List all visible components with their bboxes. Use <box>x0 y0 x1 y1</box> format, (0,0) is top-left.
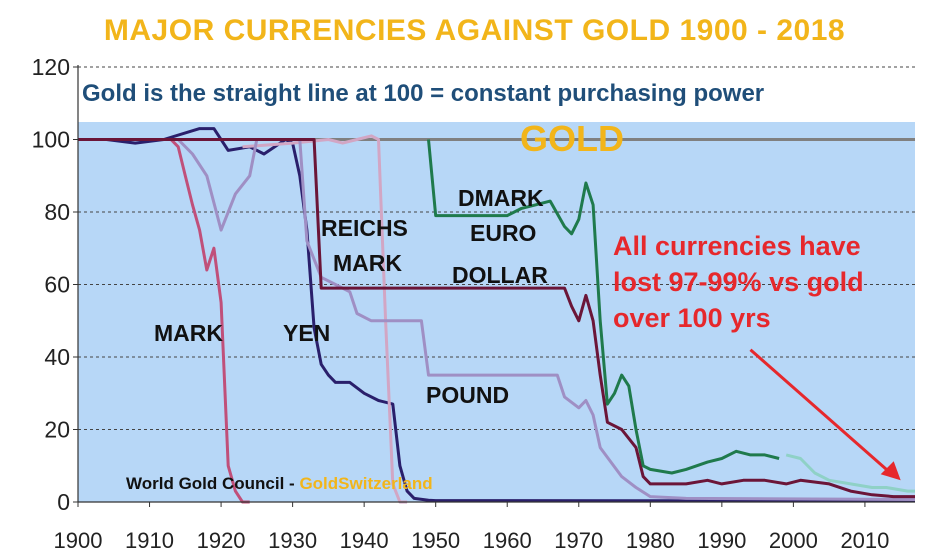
x-tick-label: 1920 <box>197 528 246 553</box>
y-tick-label: 40 <box>44 344 70 370</box>
series-line-reichs-mark <box>242 134 408 504</box>
axes <box>73 65 915 507</box>
x-tick-label: 2010 <box>840 528 889 553</box>
series-line-pound <box>78 138 916 501</box>
gold-label: GOLD <box>520 118 624 159</box>
euro-label: EURO <box>470 220 537 246</box>
chart-title: MAJOR CURRENCIES AGAINST GOLD 1900 - 201… <box>103 14 846 47</box>
annotation-text: All currencies have lost 97-99% vs gold … <box>613 228 864 337</box>
arrow-shaft <box>749 348 888 471</box>
y-tick-label: 20 <box>44 417 70 443</box>
y-tick-label: 80 <box>44 199 70 225</box>
x-tick-label: 1940 <box>340 528 389 553</box>
plot-background <box>78 122 915 502</box>
reichs-label: REICHS <box>321 215 408 241</box>
reichs-mark-label: MARK <box>333 250 402 276</box>
y-tick-label: 60 <box>44 272 70 298</box>
source-credit: World Gold Council - GoldSwitzerland <box>126 474 433 494</box>
x-tick-label: 1900 <box>54 528 103 553</box>
chart-subtitle: Gold is the straight line at 100 = const… <box>82 80 765 107</box>
series-lines <box>78 127 916 504</box>
series-line-yen <box>78 127 916 503</box>
dmark-label: DMARK <box>458 185 544 211</box>
annotation-arrow <box>749 348 901 481</box>
y-tick-label: 100 <box>32 127 70 153</box>
yen-label: YEN <box>283 320 331 346</box>
source-brand: GoldSwitzerland <box>299 474 433 493</box>
series-line-euro <box>785 453 915 493</box>
x-tick-label: 1910 <box>125 528 174 553</box>
mark-label: MARK <box>154 320 223 346</box>
series-line-dmark <box>427 139 780 475</box>
dollar-label: DOLLAR <box>452 262 548 288</box>
annotation-line-3: over 100 yrs <box>613 303 771 334</box>
annotation-line-1: All currencies have <box>613 231 861 261</box>
x-tick-label: 1960 <box>483 528 532 553</box>
x-tick-label: 1970 <box>554 528 603 553</box>
x-tick-label: 1950 <box>411 528 460 553</box>
series-line-mark <box>78 138 250 504</box>
annotation-line-2: lost 97-99% vs gold <box>613 267 864 298</box>
y-tick-label: 0 <box>57 489 70 515</box>
x-tick-label: 1980 <box>626 528 675 553</box>
series-line-dollar <box>78 138 915 499</box>
tick-labels: 0 20 40 60 80 100 120 1900 1910 1920 1930 1940 1950 1… <box>32 54 890 553</box>
pound-label: POUND <box>426 382 510 408</box>
source-text: World Gold Council - <box>126 474 300 493</box>
x-tick-label: 1930 <box>268 528 317 553</box>
x-tick-label: 2000 <box>769 528 818 553</box>
y-tick-label: 120 <box>32 54 70 80</box>
x-tick-label: 1990 <box>697 528 746 553</box>
arrow-head <box>880 461 901 481</box>
